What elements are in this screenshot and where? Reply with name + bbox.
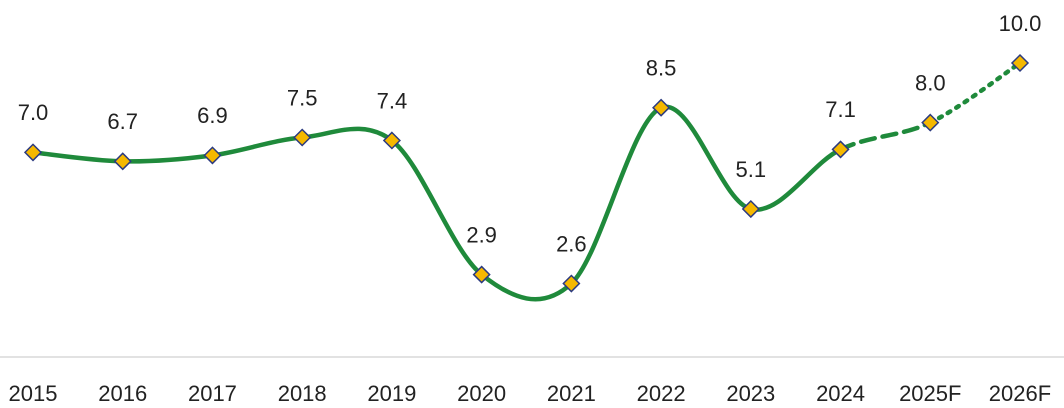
data-label: 8.5 [646,56,677,81]
marker [382,131,401,150]
marker [23,143,43,162]
marker [113,152,132,171]
x-tick-label: 2026F [989,381,1051,406]
x-tick-label: 2021 [547,381,596,406]
marker [472,265,491,284]
data-label: 7.1 [825,97,856,122]
line-dashed [838,120,933,152]
x-tick-label: 2024 [816,381,865,406]
marker [203,146,222,165]
line-dotted [928,60,1023,125]
marker [1010,53,1030,73]
x-tick-label: 2017 [188,381,237,406]
marker [831,140,850,159]
data-label: 6.9 [197,103,228,128]
data-label: 7.0 [18,100,49,125]
data-label: 2.9 [466,222,497,247]
data-label: 6.7 [107,109,138,134]
data-label: 5.1 [736,157,767,182]
x-tick-label: 2018 [278,381,327,406]
x-tick-label: 2022 [637,381,686,406]
data-label: 7.5 [287,85,318,110]
marker [293,128,312,147]
data-label: 8.0 [915,70,946,95]
marker [921,113,940,132]
line-solid [30,104,843,302]
x-tick-label: 2020 [457,381,506,406]
marker [562,274,581,293]
data-label: 2.6 [556,231,587,256]
x-tick-label: 2016 [98,381,147,406]
marker [741,199,760,219]
x-tick-label: 2023 [726,381,775,406]
x-tick-label: 2025F [899,381,961,406]
x-tick-label: 2015 [9,381,58,406]
data-label: 10.0 [999,11,1042,36]
data-label: 7.4 [377,88,408,113]
x-tick-label: 2019 [367,381,416,406]
marker [652,98,671,117]
